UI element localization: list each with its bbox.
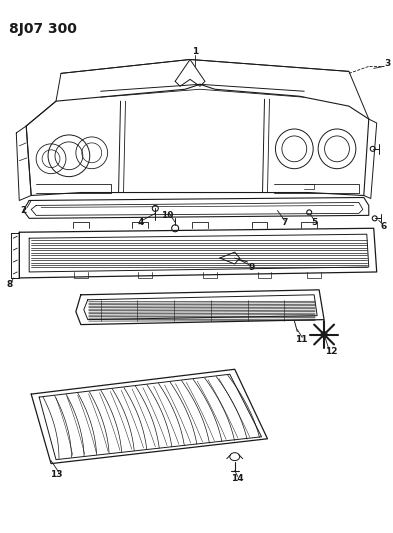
Text: 2: 2 [20,206,26,215]
Text: 11: 11 [295,335,307,344]
Text: 8: 8 [6,280,13,289]
Text: 14: 14 [231,474,244,483]
Text: 10: 10 [161,211,173,220]
Text: 4: 4 [137,218,143,227]
Text: 8J07 300: 8J07 300 [9,22,77,36]
Text: 9: 9 [248,263,255,272]
Text: 5: 5 [311,218,317,227]
Text: 6: 6 [380,222,387,231]
Text: 7: 7 [281,218,288,227]
Text: 1: 1 [192,47,198,56]
Text: 3: 3 [384,59,391,68]
Text: 13: 13 [50,470,62,479]
Text: 12: 12 [325,347,337,356]
